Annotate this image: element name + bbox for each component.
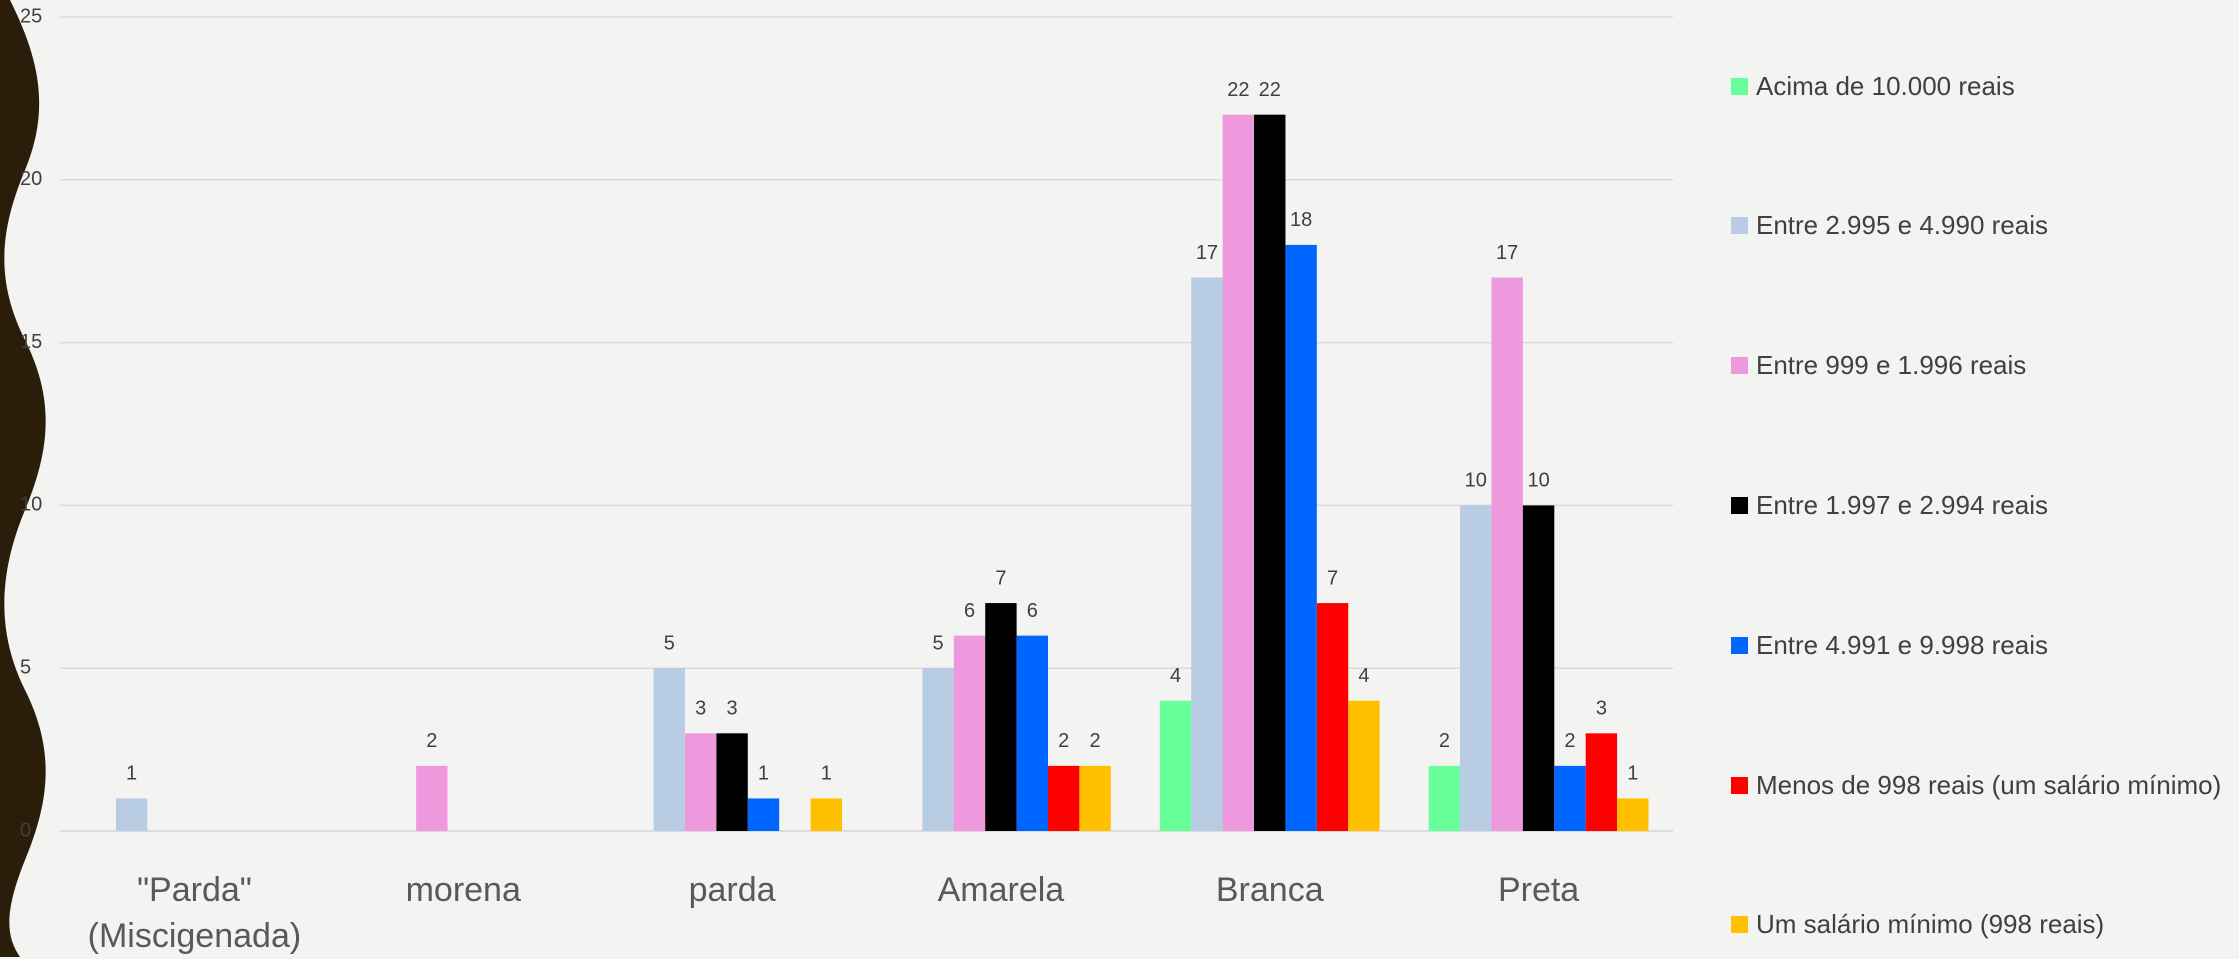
bar [115,798,148,831]
legend-swatch [1731,77,1748,95]
data-label: 1 [821,763,832,785]
y-tick-label: 0 [20,819,31,841]
y-tick-label: 10 [20,494,42,516]
bar [1428,765,1461,831]
data-label: 18 [1290,209,1312,231]
decoration [0,0,46,957]
data-label: 1 [126,763,137,785]
legend-label: Entre 1.997 e 2.994 reais [1756,489,2048,520]
bar [1554,765,1586,831]
data-label: 2 [1058,730,1069,752]
data-label: 6 [964,600,975,622]
x-tick-label: morena [405,871,521,909]
x-tick-label: Amarela [937,871,1065,909]
bar [953,635,986,831]
bar [810,798,842,831]
legend-entry: Entre 1.997 e 2.994 reais [1731,488,2048,522]
data-label: 2 [1439,730,1450,752]
bar [1348,700,1380,831]
bar [684,733,717,831]
data-label: 4 [1358,665,1369,687]
bar [1460,505,1492,831]
data-label: 1 [1627,763,1638,785]
x-tick-label: Preta [1497,871,1580,909]
data-label: 2 [1564,730,1575,752]
bar [1159,700,1192,831]
legend-entry: Entre 999 e 1.996 reais [1731,349,2026,383]
bar [1048,765,1080,831]
y-tick-label: 15 [20,331,42,353]
data-label: 3 [1596,698,1607,720]
legend-entry: Entre 4.991 e 9.998 reais [1731,628,2048,662]
data-label: 10 [1527,470,1549,492]
legend-swatch [1731,636,1748,654]
bar [922,668,954,831]
legend-entry: Entre 2.995 e 4.990 reais [1731,209,2048,243]
legend-swatch [1731,496,1748,514]
bar [1285,244,1317,832]
data-label: 22 [1227,79,1249,101]
legend-entry: Acima de 10.000 reais [1731,69,2015,103]
bar [1079,765,1111,831]
bar [1617,798,1649,831]
data-label: 5 [933,632,944,654]
legend-label: Acima de 10.000 reais [1756,70,2015,101]
bar [985,603,1017,831]
legend-label: Entre 4.991 e 9.998 reais [1756,629,2048,660]
data-label: 2 [426,730,437,752]
bar [1191,277,1223,832]
data-label: 6 [1027,600,1038,622]
legend-label: Um salário mínimo (998 reais) [1756,909,2105,940]
bar [1254,114,1286,832]
data-label: 17 [1496,242,1518,264]
data-label: 2 [1090,730,1101,752]
x-tick-label: Branca [1215,871,1324,909]
bar [1522,505,1555,831]
bar [1016,635,1049,831]
data-label: 5 [664,632,675,654]
x-tick-label: "Parda" (Miscigenada) [87,871,302,955]
data-label: 3 [727,698,738,720]
bar [747,798,780,831]
data-label: 17 [1196,242,1218,264]
bar [416,765,448,831]
legend-entry: Um salário mínimo (998 reais) [1731,908,2104,942]
legend-swatch [1731,916,1748,934]
bar [1316,603,1349,831]
legend-swatch [1731,776,1748,794]
data-label: 10 [1465,470,1487,492]
x-tick-label: parda [688,871,776,909]
data-label: 7 [1327,567,1338,589]
legend-swatch [1731,217,1748,235]
bar [716,733,748,831]
y-tick-label: 25 [20,5,42,27]
legend-entry: Menos de 998 reais (um salário mínimo) [1731,768,2221,802]
bar [1491,277,1523,832]
bar [653,668,685,831]
bar [1585,733,1618,831]
data-label: 1 [758,763,769,785]
legend-swatch [1731,357,1748,375]
bar [1222,114,1255,832]
legend-label: Menos de 998 reais (um salário mínimo) [1756,769,2222,800]
y-tick-label: 5 [20,656,31,678]
data-label: 3 [695,698,706,720]
legend-label: Entre 2.995 e 4.990 reais [1756,210,2048,241]
data-label: 4 [1170,665,1181,687]
data-label: 22 [1259,79,1281,101]
y-tick-label: 20 [20,168,42,190]
data-label: 7 [995,567,1006,589]
legend-label: Entre 999 e 1.996 reais [1756,350,2027,381]
